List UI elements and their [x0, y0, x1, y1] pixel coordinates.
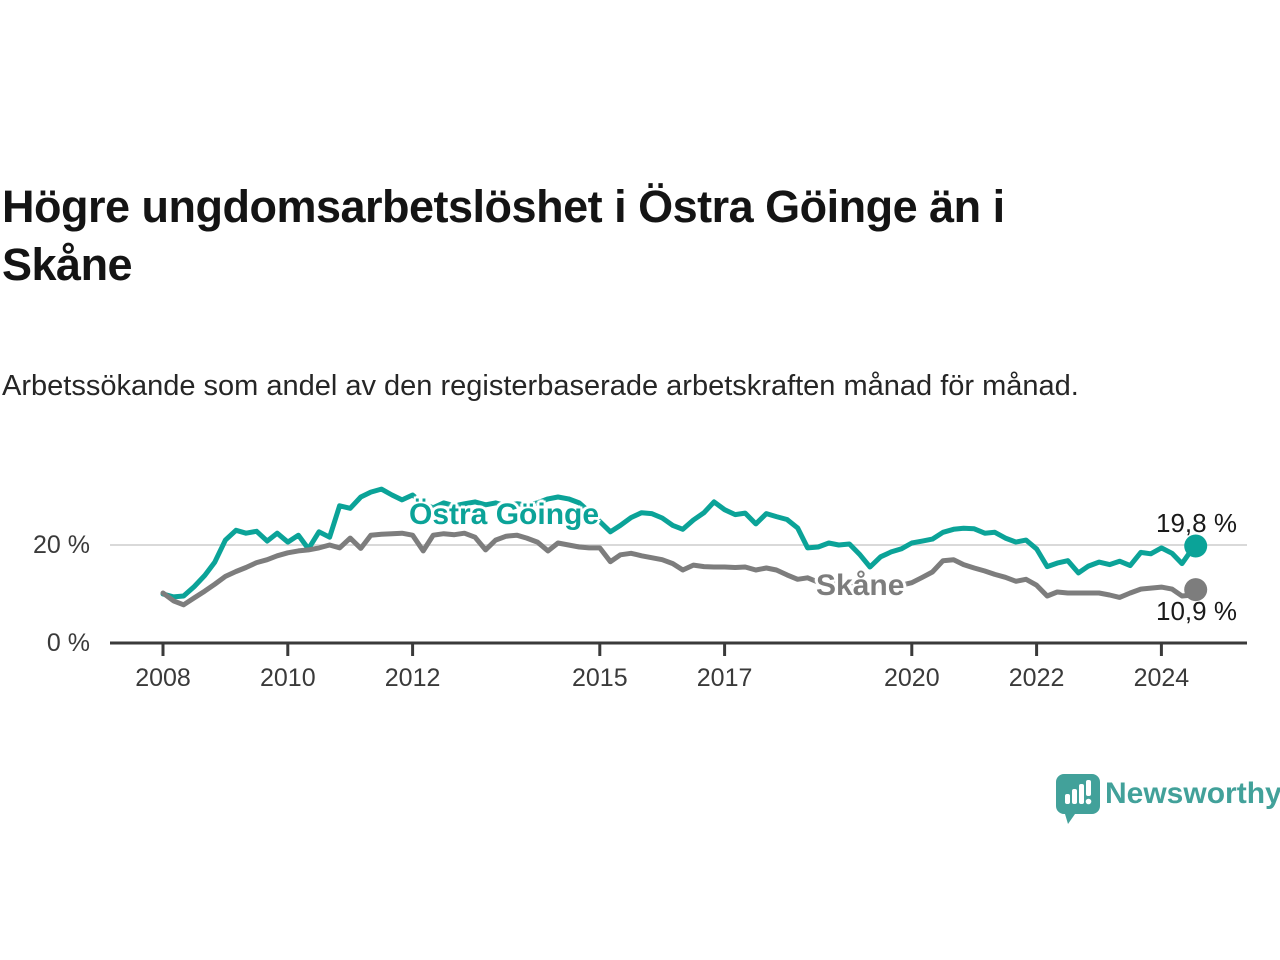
x-tick-label: 2022: [1008, 664, 1065, 692]
x-tick-label: 2008: [135, 664, 191, 692]
end-value-skane: 10,9 %: [1156, 596, 1237, 626]
newsworthy-logo-icon: [1056, 774, 1100, 824]
y-tick-label: 0 %: [46, 629, 90, 657]
x-tick-label: 2012: [384, 664, 441, 692]
page-title: Högre ungdomsarbetslöshet i Östra Göinge…: [2, 181, 1005, 290]
end-value-ostra-goinge: 19,8 %: [1156, 508, 1237, 538]
x-tick-label: 2024: [1133, 664, 1190, 692]
series-label-ostra-goinge: Östra Göinge: [409, 498, 600, 531]
series-label-skane: Skåne: [816, 569, 905, 602]
x-tick-label: 2020: [883, 664, 940, 692]
x-tick-label: 2010: [259, 664, 316, 692]
x-tick-label: 2015: [571, 664, 628, 692]
y-tick-label: 20 %: [33, 531, 90, 559]
chart-subtitle: Arbetssökande som andel av den registerb…: [2, 370, 1079, 402]
brand-name: Newsworthy: [1105, 777, 1280, 810]
x-tick-label: 2017: [696, 664, 753, 692]
